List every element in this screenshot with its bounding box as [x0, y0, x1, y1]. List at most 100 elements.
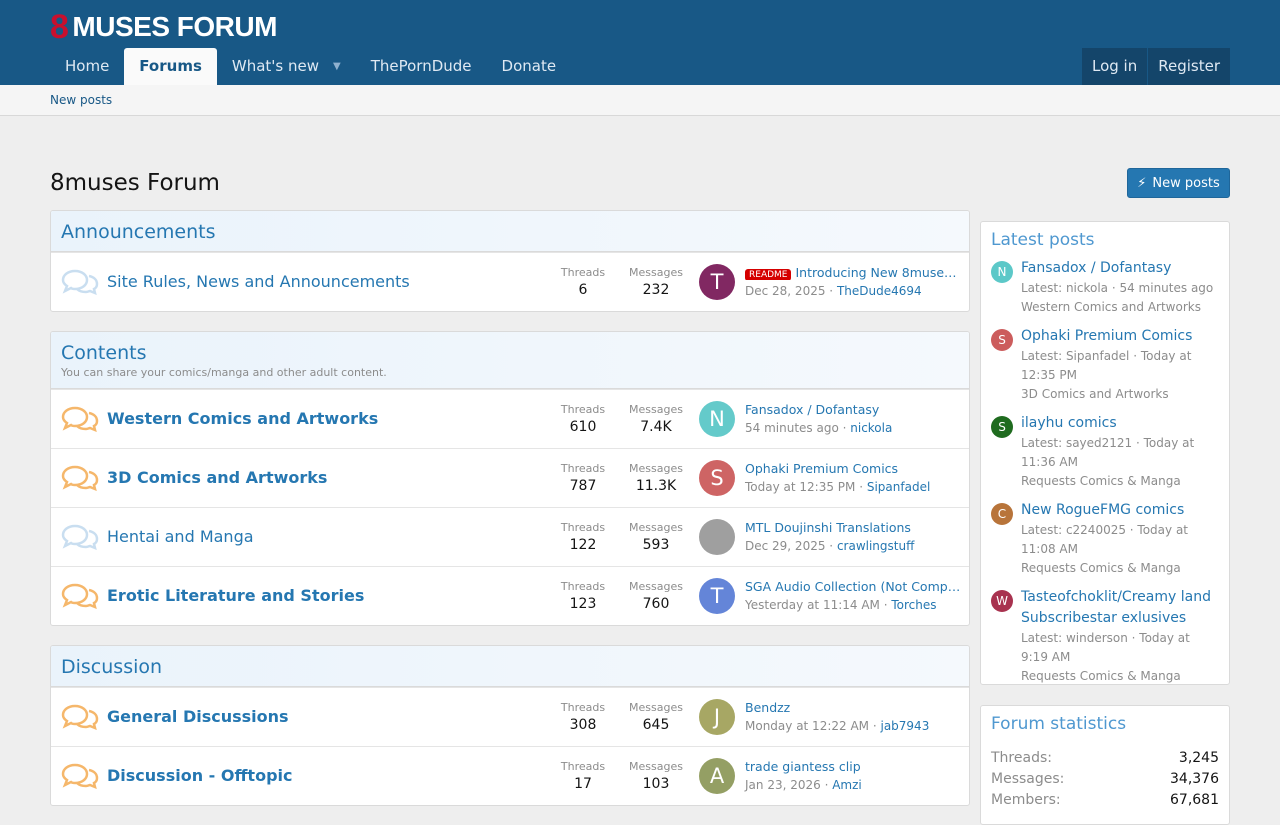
forum-title[interactable]: Hentai and Manga [107, 527, 254, 546]
category-title[interactable]: Announcements [61, 221, 216, 243]
new-posts-button[interactable]: ⚡ New posts [1127, 168, 1230, 198]
forum-statistics-widget: Forum statistics Threads: 3,245 Messages: 3… [980, 705, 1230, 825]
avatar[interactable]: C [991, 503, 1013, 525]
last-post-date[interactable]: Dec 29, 2025 [745, 539, 826, 553]
forum-row: Erotic Literature and Stories Threads 123… [51, 566, 969, 625]
last-post-title[interactable]: MTL Doujinshi Translations [745, 520, 911, 535]
last-post-title[interactable]: SGA Audio Collection (Not Complet... [745, 579, 963, 594]
forum-bubble-icon [61, 406, 99, 433]
avatar[interactable]: N [699, 401, 735, 437]
latest-post-forum[interactable]: Requests Comics & Manga [1021, 474, 1181, 488]
last-post-title[interactable]: Fansadox / Dofantasy [745, 402, 880, 417]
lightning-icon: ⚡ [1137, 175, 1147, 191]
last-post-date[interactable]: Yesterday at 11:14 AM [745, 598, 880, 612]
page-title: 8muses Forum [50, 170, 220, 196]
forum-row: Hentai and Manga Threads 122 Messages 593 … [51, 507, 969, 566]
messages-stat: Messages 232 [629, 266, 683, 298]
site-logo[interactable]: 8 MUSES FORUM [50, 7, 277, 46]
threads-stat: Threads 308 [560, 701, 606, 733]
avatar[interactable]: T [699, 264, 735, 300]
login-button[interactable]: Log in [1081, 48, 1148, 85]
avatar[interactable]: J [699, 699, 735, 735]
latest-post-title[interactable]: Ophaki Premium Comics [1021, 328, 1193, 344]
last-post-date[interactable]: Jan 23, 2026 [745, 778, 821, 792]
category-title[interactable]: Discussion [61, 656, 163, 678]
category-header: Contents You can share your comics/manga … [51, 332, 969, 389]
last-post-date[interactable]: Monday at 12:22 AM [745, 719, 870, 733]
threads-stat: Threads 123 [560, 580, 606, 612]
nav-whats-new[interactable]: What's new ▼ [217, 48, 356, 85]
latest-post-forum[interactable]: Requests Comics & Manga [1021, 669, 1181, 683]
nav-forums[interactable]: Forums [124, 48, 217, 85]
forum-title[interactable]: Discussion - Offtopic [107, 766, 293, 785]
last-post-title[interactable]: Bendzz [745, 700, 791, 715]
category-description: You can share your comics/manga and othe… [61, 366, 387, 379]
avatar[interactable] [699, 519, 735, 555]
threads-stat: Threads 122 [560, 521, 606, 553]
last-post-user[interactable]: jab7943 [880, 719, 930, 733]
messages-stat: Messages 7.4K [629, 403, 683, 435]
avatar[interactable]: N [991, 261, 1013, 283]
last-post-user[interactable]: Amzi [832, 778, 862, 792]
threads-stat: Threads 610 [560, 403, 606, 435]
last-post-title[interactable]: Ophaki Premium Comics [745, 461, 899, 476]
forum-bubble-icon [61, 704, 99, 731]
threads-stat: Threads 17 [560, 760, 606, 792]
last-post: Fansadox / Dofantasy 54 minutes ago · ni… [745, 402, 893, 435]
forum-title[interactable]: 3D Comics and Artworks [107, 468, 328, 487]
avatar[interactable]: T [699, 578, 735, 614]
site-header: 8 MUSES FORUM Home Forums What's new ▼ The… [0, 0, 1280, 85]
avatar[interactable]: S [699, 460, 735, 496]
last-post-user[interactable]: Sipanfadel [866, 480, 931, 494]
latest-post-title[interactable]: Tasteofchoklit/Creamy land Subscribestar… [1021, 589, 1211, 626]
latest-post-item: S ilayhu comics Latest: sayed2121 · Toda… [991, 413, 1219, 491]
forum-bubble-icon [61, 269, 99, 296]
category-0: Announcements Site Rules, News and Annou… [50, 210, 970, 312]
threads-stat: Threads 6 [560, 266, 606, 298]
register-button[interactable]: Register [1147, 48, 1230, 85]
latest-post-forum[interactable]: Western Comics and Artworks [1021, 300, 1201, 314]
latest-post-meta: Latest: Sipanfadel · Today at 12:35 PM [1021, 349, 1192, 382]
nav-home[interactable]: Home [65, 57, 110, 75]
forum-title[interactable]: General Discussions [107, 707, 289, 726]
avatar[interactable]: A [699, 758, 735, 794]
category-title[interactable]: Contents [61, 342, 147, 364]
nav-donate[interactable]: Donate [501, 57, 557, 75]
last-post-date[interactable]: Dec 28, 2025 [745, 284, 826, 298]
forum-row: Discussion - Offtopic Threads 17 Messages… [51, 746, 969, 805]
messages-stat: Messages 645 [629, 701, 683, 733]
forum-title[interactable]: Western Comics and Artworks [107, 409, 379, 428]
forum-bubble-icon [61, 583, 99, 610]
latest-post-item: W Tasteofchoklit/Creamy land Subscribest… [991, 587, 1219, 686]
chevron-down-icon[interactable]: ▼ [333, 61, 341, 72]
latest-post-forum[interactable]: Requests Comics & Manga [1021, 561, 1181, 575]
last-post: Bendzz Monday at 12:22 AM · jab7943 [745, 700, 930, 733]
forum-row: 3D Comics and Artworks Threads 787 Messag… [51, 448, 969, 507]
last-post-date[interactable]: Today at 12:35 PM [745, 480, 856, 494]
last-post: README Introducing New 8muses ... Dec 28,… [745, 265, 963, 298]
forum-row: General Discussions Threads 308 Messages 6… [51, 687, 969, 746]
stat-row: Threads: 3,245 [991, 750, 1219, 766]
last-post-user[interactable]: Torches [891, 598, 937, 612]
last-post-user[interactable]: crawlingstuff [836, 539, 915, 553]
last-post-date[interactable]: 54 minutes ago [745, 421, 839, 435]
last-post-title[interactable]: trade giantess clip [745, 759, 861, 774]
nav-theporndude[interactable]: ThePornDude [370, 57, 472, 75]
last-post-user[interactable]: nickola [850, 421, 893, 435]
messages-stat: Messages 11.3K [629, 462, 683, 494]
last-post-user[interactable]: TheDude4694 [836, 284, 922, 298]
avatar[interactable]: W [991, 590, 1013, 612]
latest-post-title[interactable]: Fansadox / Dofantasy [1021, 260, 1172, 276]
avatar[interactable]: S [991, 416, 1013, 438]
main-nav: Home Forums What's new ▼ ThePornDude Dona… [50, 48, 571, 85]
forum-title[interactable]: Site Rules, News and Announcements [107, 272, 410, 291]
last-post-title[interactable]: Introducing New 8muses ... [795, 265, 963, 280]
forum-statistics-title: Forum statistics [991, 714, 1127, 734]
forum-title[interactable]: Erotic Literature and Stories [107, 586, 365, 605]
messages-stat: Messages 103 [629, 760, 683, 792]
latest-post-title[interactable]: New RogueFMG comics [1021, 502, 1185, 518]
avatar[interactable]: S [991, 329, 1013, 351]
latest-post-title[interactable]: ilayhu comics [1021, 415, 1117, 431]
latest-post-forum[interactable]: 3D Comics and Artworks [1021, 387, 1169, 401]
subnav-new-posts[interactable]: New posts [50, 93, 113, 107]
